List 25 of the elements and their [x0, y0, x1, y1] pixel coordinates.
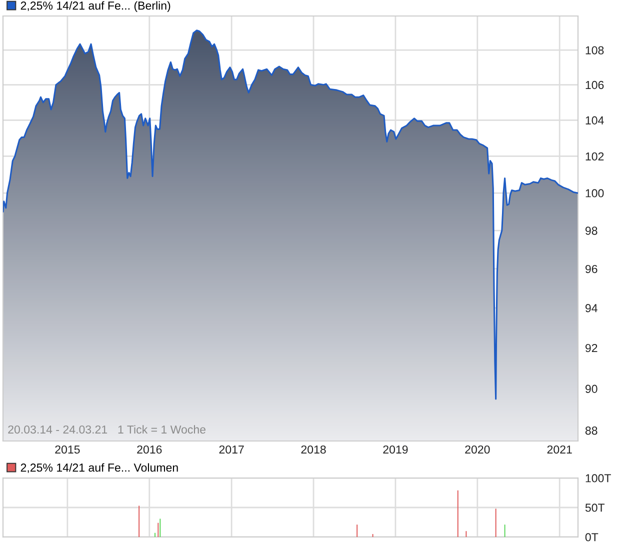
y-tick-label: 92: [585, 344, 598, 352]
x-tick-label: 2021: [547, 445, 572, 454]
x-tick-label: 2019: [383, 445, 408, 454]
annotation: 20.03.14 - 24.03.21: [8, 425, 108, 434]
x-tick-label: 2017: [219, 445, 244, 454]
annotation: 1 Tick = 1 Woche: [118, 425, 206, 434]
x-tick-label: 2016: [137, 445, 162, 454]
legend-label: 2,25% 14/21 auf Fe... (Berlin): [20, 1, 170, 12]
y-tick-label: 0T: [585, 533, 598, 542]
y-tick-label: 90: [585, 384, 598, 393]
y-tick-label: 100T: [586, 474, 611, 482]
y-tick-label: 88: [585, 426, 598, 435]
y-tick-label: 108: [586, 46, 604, 54]
y-tick-label: 98: [585, 226, 598, 235]
y-tick-label: 50T: [585, 504, 605, 512]
x-tick-label: 2015: [55, 445, 80, 454]
legend-label: 2,25% 14/21 auf Fe... Volumen: [20, 463, 178, 474]
y-tick-label: 94: [585, 304, 598, 312]
y-tick-label: 102: [586, 152, 604, 161]
y-tick-label: 100: [586, 189, 604, 198]
y-tick-label: 104: [586, 116, 604, 124]
y-tick-label: 96: [585, 264, 598, 274]
y-tick-label: 106: [586, 80, 604, 90]
x-tick-label: 2018: [301, 445, 326, 454]
x-tick-label: 2020: [465, 445, 490, 454]
